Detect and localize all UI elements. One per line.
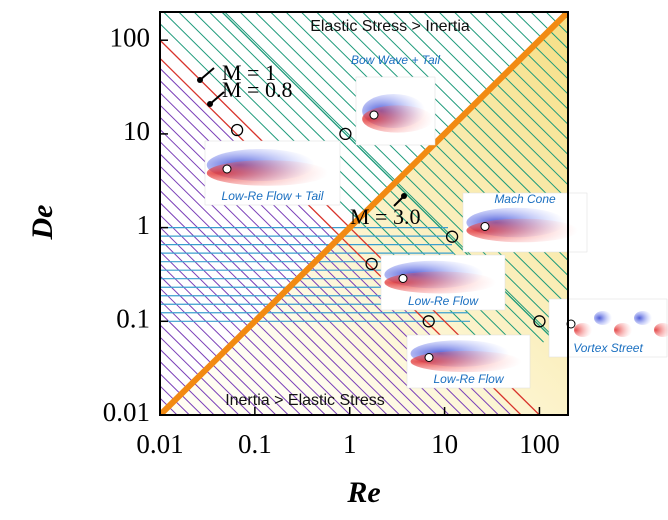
vortex [574,323,592,337]
y-tick-label: 0.01 [103,397,150,427]
cylinder [481,223,489,231]
inset-label: Low-Re Flow + Tail [222,189,324,203]
inset-label: Vortex Street [573,341,643,355]
mach-label: M = 0.8 [222,77,292,102]
inset [356,77,435,145]
inset-label: Low-Re Flow [433,372,504,386]
vortex [594,311,612,325]
y-tick-label: 10 [123,116,150,146]
y-tick-label: 100 [110,22,151,52]
cylinder [370,111,378,119]
inset-label: Mach Cone [494,192,556,206]
y-axis-label: De [26,205,59,241]
cylinder [223,165,231,173]
cylinder [425,354,433,362]
x-tick-label: 10 [431,429,458,459]
vortex [614,323,632,337]
x-tick-label: 0.01 [136,429,183,459]
y-tick-label: 0.1 [116,304,150,334]
region-label: Elastic Stress > Inertia [310,18,470,35]
region-label: Inertia > Elastic Stress [225,392,385,409]
x-tick-label: 1 [343,429,357,459]
arrow-head [207,101,213,107]
arrow-head [197,77,203,83]
x-tick-label: 100 [519,429,560,459]
cylinder [399,275,407,283]
arrow-head [401,193,407,199]
x-axis-label: Re [346,476,380,509]
vortex [634,311,652,325]
inset-label: Bow Wave + Tail [351,53,440,67]
x-tick-label: 0.1 [238,429,272,459]
inset-label: Low-Re Flow [408,294,479,308]
chart: Re De Elastic Stress > Inertia Inertia > … [0,0,668,520]
y-tick-label: 1 [137,210,151,240]
mach-label: M = 3.0 [350,204,420,229]
hatch-line [510,0,568,3]
